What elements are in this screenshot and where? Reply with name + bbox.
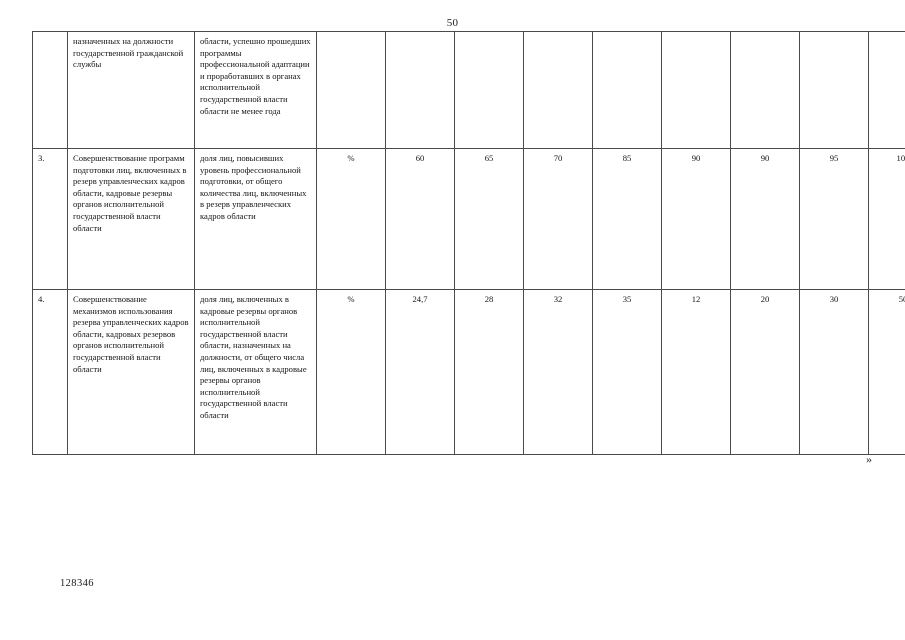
cell-value-7: 95 (799, 148, 869, 290)
cell-row-number: 3. (32, 148, 68, 290)
cell-value-2: 65 (454, 148, 524, 290)
cell-value-4: 85 (592, 148, 662, 290)
cell-value-1: 60 (385, 148, 455, 290)
cell-value-1: 24,7 (385, 289, 455, 455)
cell-value-2: 28 (454, 289, 524, 455)
cell-value-5: 12 (661, 289, 731, 455)
cell-value-4: 35 (592, 289, 662, 455)
cell-unit: % (316, 148, 386, 290)
cell-value-7 (799, 31, 869, 149)
cell-value-2 (454, 31, 524, 149)
cell-measure-name: Совершенствование программ подготовки ли… (67, 148, 195, 290)
cell-indicator-description: доля лиц, повысивших уровень профессиона… (194, 148, 317, 290)
cell-value-8 (868, 31, 905, 149)
table-row: 3. Совершенствование программ подготовки… (32, 148, 905, 290)
cell-measure-name: назначенных на должности государственной… (67, 31, 195, 149)
cell-value-6: 90 (730, 148, 800, 290)
cell-value-3: 32 (523, 289, 593, 455)
cell-value-1 (385, 31, 455, 149)
cell-value-8: 100 (868, 148, 905, 290)
cell-value-5 (661, 31, 731, 149)
table-row: назначенных на должности государственной… (32, 31, 905, 149)
cell-value-6: 20 (730, 289, 800, 455)
cell-unit (316, 31, 386, 149)
cell-unit: % (316, 289, 386, 455)
cell-value-3: 70 (523, 148, 593, 290)
cell-row-number (32, 31, 68, 149)
table-row: 4. Совершенствование механизмов использо… (32, 289, 905, 455)
page-number: 50 (446, 17, 459, 29)
cell-value-3 (523, 31, 593, 149)
cell-value-5: 90 (661, 148, 731, 290)
cell-value-8: 50 (868, 289, 905, 455)
cell-value-6 (730, 31, 800, 149)
cell-measure-name: Совершенствование механизмов использован… (67, 289, 195, 455)
cell-indicator-description: доля лиц, включенных в кадровые резервы … (194, 289, 317, 455)
cell-value-4 (592, 31, 662, 149)
closing-quote-mark: » (866, 452, 872, 466)
cell-row-number: 4. (32, 289, 68, 455)
cell-indicator-description: области, успешно прошедших программы про… (194, 31, 317, 149)
cell-value-7: 30 (799, 289, 869, 455)
indicators-table: назначенных на должности государственной… (32, 31, 905, 455)
footer-document-id: 128346 (60, 578, 94, 589)
